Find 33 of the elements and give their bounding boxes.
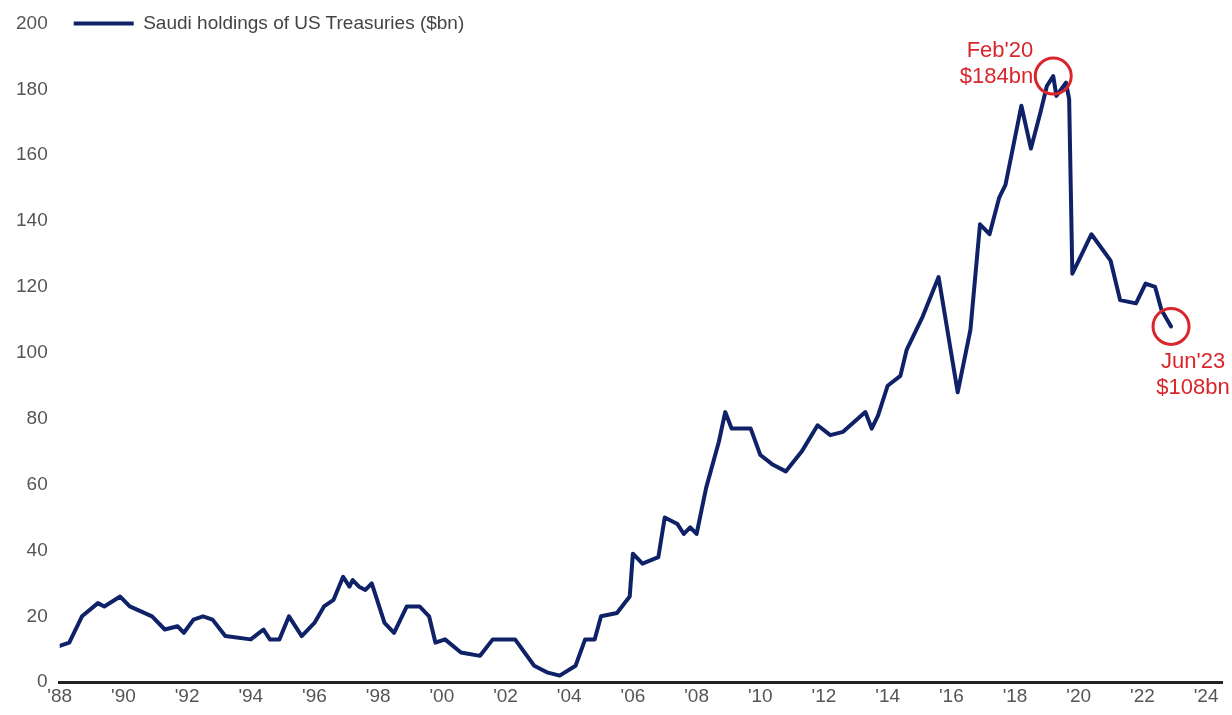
annotation: Jun'23 $108bn (1156, 347, 1230, 399)
y-tick-label: 100 (16, 341, 48, 363)
x-tick-label: '12 (811, 684, 837, 706)
y-tick-label: 180 (16, 77, 48, 99)
x-tick-label: '18 (1002, 684, 1028, 706)
x-tick-label: '02 (493, 684, 518, 706)
x-tick-label: '90 (111, 684, 136, 706)
x-tick-label: '88 (47, 684, 73, 706)
y-tick-label: 120 (16, 275, 48, 297)
x-tick-label: '22 (1130, 684, 1155, 706)
y-tick-label: 160 (16, 143, 48, 165)
x-tick-label: '20 (1066, 684, 1092, 706)
y-tick-label: 40 (26, 538, 48, 560)
y-tick-label: 200 (16, 11, 48, 33)
x-tick-label: '24 (1193, 684, 1219, 706)
x-tick-label: '06 (620, 684, 646, 706)
y-tick-label: 20 (26, 604, 48, 626)
x-tick-label: '14 (875, 684, 901, 706)
legend-label: Saudi holdings of US Treasuries ($bn) (143, 11, 465, 33)
x-tick-label: '96 (302, 684, 327, 706)
x-tick-label: '10 (747, 684, 773, 706)
x-tick-label: '92 (174, 684, 200, 706)
y-tick-label: 140 (16, 209, 48, 231)
annotation: Feb'20 $184bn (959, 37, 1034, 89)
x-tick-label: '16 (938, 684, 964, 706)
y-tick-label: 0 (37, 670, 48, 692)
y-tick-label: 80 (26, 406, 48, 428)
x-tick-label: '00 (429, 684, 455, 706)
y-tick-label: 60 (26, 472, 48, 494)
x-tick-label: '08 (684, 684, 709, 706)
x-tick-label: '04 (556, 684, 583, 706)
x-tick-label: '98 (365, 684, 391, 706)
x-tick-label: '94 (238, 684, 264, 706)
